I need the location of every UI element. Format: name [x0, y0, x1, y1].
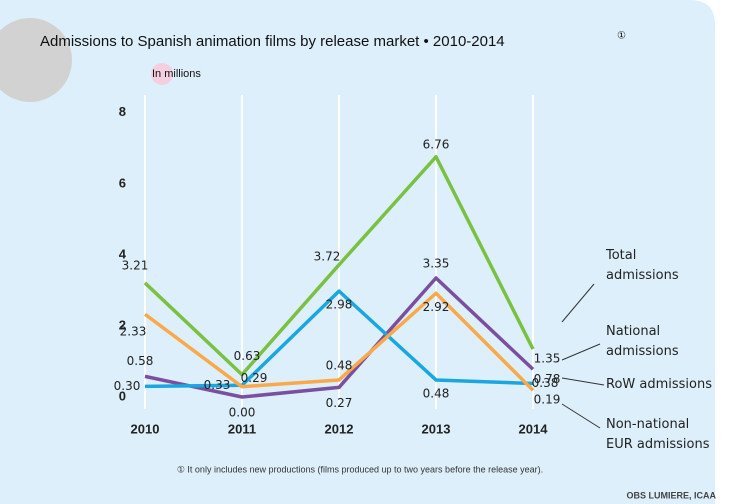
x-tick-label: 2012	[325, 421, 354, 436]
data-label: 1.35	[534, 352, 561, 366]
data-label: 0.48	[423, 386, 450, 400]
data-label: 0.63	[234, 349, 261, 363]
title-marker: ①	[617, 31, 626, 42]
data-label: 0.48	[326, 358, 353, 372]
unit-label: In millions	[152, 68, 201, 80]
legend-connector	[561, 343, 601, 361]
data-label: 0.00	[229, 406, 256, 420]
data-label: 0.27	[326, 396, 353, 410]
data-label: 3.35	[423, 256, 450, 270]
data-label: 2.33	[120, 325, 147, 339]
background	[0, 0, 715, 504]
legend-connector	[561, 403, 601, 429]
series-line	[144, 276, 535, 399]
data-label: 6.76	[423, 137, 450, 151]
legend-connector	[561, 283, 595, 323]
data-label: 0.78	[534, 372, 561, 386]
data-label: 3.72	[314, 249, 341, 263]
series-line	[143, 155, 535, 377]
decor-circle	[0, 18, 72, 102]
data-label: 2.92	[423, 300, 450, 314]
data-label: 0.58	[127, 354, 154, 368]
legend-entry: Non-national EUR admissions	[606, 417, 710, 452]
data-label: 0.29	[241, 371, 268, 385]
legend-entry: Total admissions	[606, 248, 679, 283]
y-tick-label: 8	[119, 104, 126, 119]
legend-connector	[561, 377, 605, 386]
data-label: 0.33	[204, 378, 231, 392]
legend-entry: RoW admissions	[606, 377, 713, 392]
source: OBS LUMIERE, ICAA	[626, 490, 716, 500]
data-label: 0.30	[114, 379, 141, 393]
x-tick-label: 2014	[519, 421, 549, 436]
chart-title: Admissions to Spanish animation films by…	[40, 33, 505, 50]
y-tick-label: 2	[119, 317, 126, 332]
data-label: 0.19	[534, 393, 561, 407]
y-tick-label: 0	[119, 388, 126, 403]
y-tick-label: 4	[119, 246, 127, 261]
x-tick-label: 2013	[422, 421, 451, 436]
decor-dot	[151, 63, 173, 85]
legend-entry: National admissions	[606, 324, 679, 359]
series-line	[144, 289, 534, 389]
x-tick-label: 2011	[228, 421, 256, 436]
data-label: 0.38	[532, 376, 559, 390]
x-tick-label: 2010	[131, 421, 160, 436]
data-label: 2.98	[326, 298, 353, 312]
y-tick-label: 6	[119, 175, 126, 190]
footnote: ① It only includes new productions (film…	[177, 464, 543, 474]
data-label: 3.21	[122, 258, 149, 272]
series-line	[143, 291, 535, 392]
